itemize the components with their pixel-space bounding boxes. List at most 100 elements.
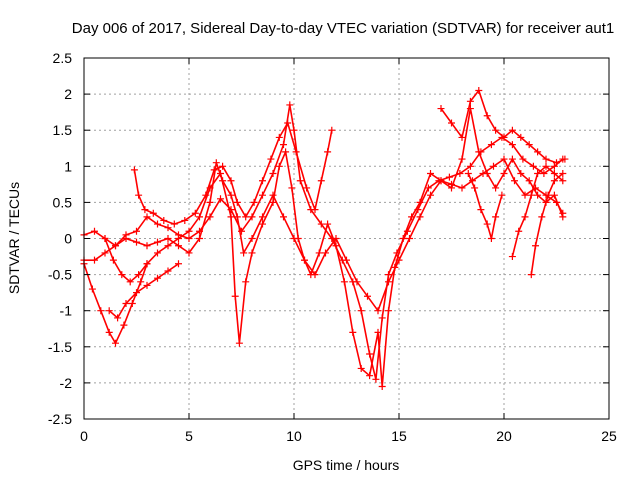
data-point <box>118 271 126 279</box>
data-point <box>233 198 241 206</box>
data-point <box>534 148 542 156</box>
data-point <box>508 126 516 134</box>
data-point <box>559 213 567 221</box>
y-tick-label: 2 <box>64 86 72 102</box>
data-point <box>269 170 277 178</box>
data-point <box>521 213 529 221</box>
data-point <box>154 238 161 246</box>
data-point <box>427 170 434 178</box>
x-axis-label: GPS time / hours <box>293 457 400 473</box>
data-point <box>175 260 182 268</box>
series-track-8 <box>508 162 567 261</box>
data-point <box>112 242 119 250</box>
data-point <box>550 177 558 185</box>
data-point <box>538 213 546 221</box>
data-point <box>275 162 283 170</box>
data-point <box>126 278 134 286</box>
series-layer <box>80 86 569 391</box>
data-point <box>466 162 474 170</box>
data-point <box>534 170 542 178</box>
data-point <box>105 307 113 315</box>
x-tick-label: 0 <box>80 428 88 444</box>
data-point <box>164 235 172 242</box>
data-point <box>357 307 365 315</box>
series-line <box>440 89 566 164</box>
y-axis-label: SDTVAR / TECUs <box>6 182 22 294</box>
data-point <box>483 220 491 228</box>
series-track-6 <box>101 235 151 286</box>
data-point <box>366 372 374 380</box>
y-tick-label: 0 <box>64 231 72 247</box>
x-tick-labels: 0 5 10 15 20 25 <box>80 428 617 444</box>
data-point <box>160 216 168 224</box>
data-point <box>364 292 371 300</box>
data-point <box>492 184 500 192</box>
y-tick-label: 2.5 <box>53 50 73 66</box>
y-tick-labels: -2.5 -2 -1.5 -1 -0.5 0 0.5 1 1.5 2 2.5 <box>48 50 72 427</box>
x-tick-label: 25 <box>601 428 617 444</box>
data-point <box>378 383 386 391</box>
x-tick-label: 5 <box>185 428 193 444</box>
data-point <box>372 375 380 383</box>
data-point <box>282 148 290 156</box>
series-line <box>511 165 564 257</box>
data-point <box>210 166 218 174</box>
data-point <box>143 213 151 221</box>
data-point <box>101 235 109 242</box>
data-point <box>219 162 227 170</box>
data-point <box>521 191 529 199</box>
data-point <box>248 213 256 221</box>
data-point <box>235 339 243 347</box>
data-point <box>181 216 189 224</box>
data-point <box>135 271 143 279</box>
ticks <box>83 57 610 420</box>
data-point <box>399 235 407 242</box>
data-point <box>374 328 382 336</box>
data-point <box>137 278 145 286</box>
data-point <box>267 155 275 163</box>
data-point <box>527 271 535 279</box>
data-point <box>508 253 516 261</box>
data-point <box>529 162 537 170</box>
data-point <box>185 227 193 235</box>
data-point <box>532 242 539 250</box>
data-point <box>248 235 256 242</box>
data-point <box>164 224 172 232</box>
data-point <box>416 213 424 221</box>
data-point <box>349 328 357 336</box>
y-tick-label: -0.5 <box>48 267 72 283</box>
data-point <box>511 177 518 185</box>
data-point <box>559 177 567 185</box>
data-point <box>343 256 350 264</box>
data-point <box>492 213 500 221</box>
data-point <box>248 249 256 257</box>
data-point <box>385 307 392 315</box>
data-point <box>542 162 550 170</box>
data-point <box>448 119 455 127</box>
data-point <box>143 242 151 250</box>
series-line <box>133 122 333 225</box>
data-point <box>206 198 214 206</box>
data-point <box>294 235 302 242</box>
data-point <box>97 307 105 315</box>
data-point <box>133 227 140 235</box>
data-point <box>185 235 193 242</box>
data-point <box>259 220 266 228</box>
data-point <box>448 184 455 192</box>
data-point <box>458 184 466 192</box>
data-point <box>284 119 292 127</box>
data-point <box>233 213 241 221</box>
data-point <box>242 213 250 221</box>
data-point <box>525 141 533 149</box>
data-point <box>280 213 287 221</box>
series-line <box>83 107 564 388</box>
data-point <box>540 170 548 178</box>
data-point <box>517 133 525 141</box>
data-point <box>307 271 315 279</box>
data-point <box>550 170 558 178</box>
data-point <box>525 177 533 185</box>
data-point <box>143 260 151 268</box>
data-point <box>286 101 294 109</box>
series-line <box>104 238 148 283</box>
data-point <box>296 177 304 185</box>
